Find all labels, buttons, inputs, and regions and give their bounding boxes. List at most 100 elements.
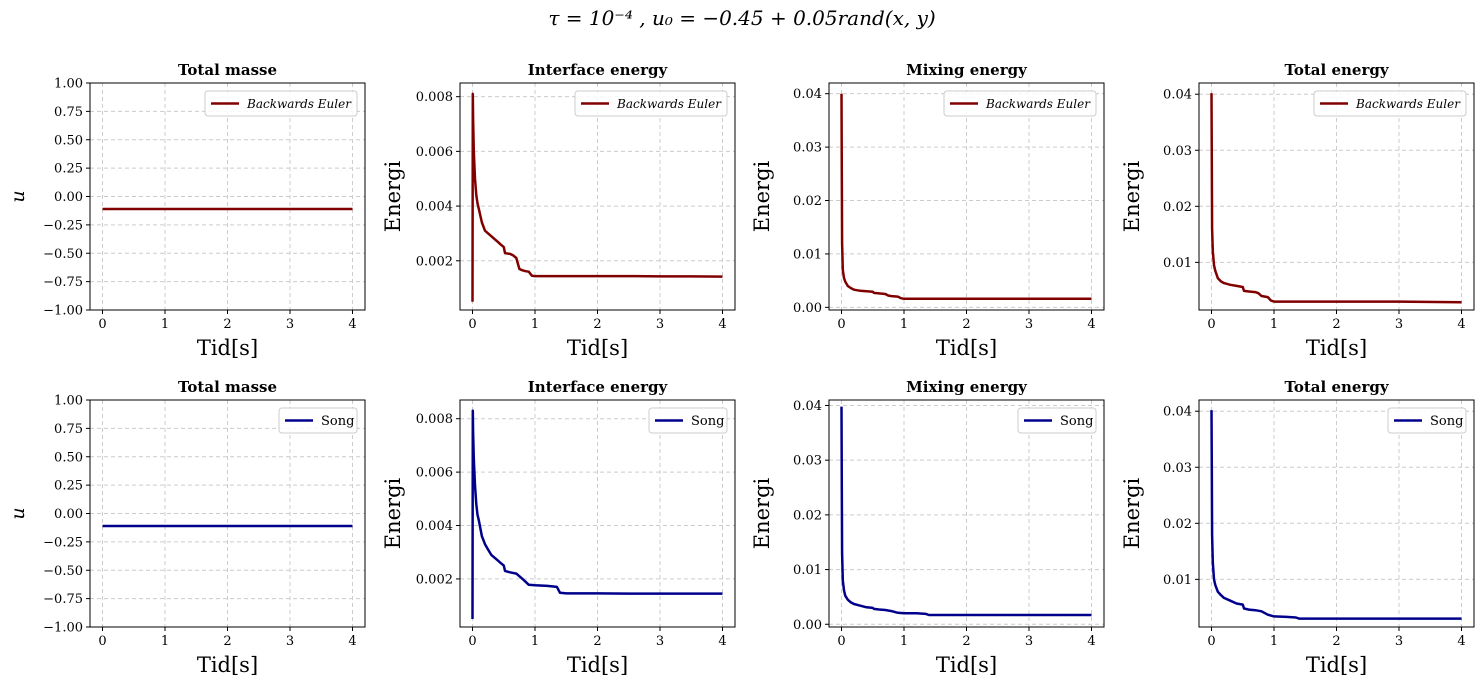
chart-5-xtick-label: 4 [348,634,356,649]
chart-4-legend-box [1313,90,1467,117]
chart-1-xtick-label: 3 [286,317,294,332]
chart-1-xtick-label: 0 [98,317,106,332]
figure-suptitle: τ = 10⁻⁴ , u₀ = −0.45 + 0.05rand(x, y) [548,6,936,30]
chart-2-xlabel: Tid[s] [567,336,628,360]
chart-1-legend-label: Backwards Euler [246,97,352,111]
chart-6-legend: Song [648,407,728,434]
chart-5-legend-label: Song [321,414,354,429]
chart-8: 0 1 2 3 4 0.01 0.02 0.03 0.04 Total energy Tid[s] E… [1120,378,1475,677]
chart-6-legend-box [648,407,728,434]
chart-7-axes-frame [828,399,1105,628]
chart-2-ytick-label: 0.002 [416,254,453,269]
chart-8-ytick-label: 0.01 [1163,573,1192,588]
chart-3-ytick-label: 0.04 [793,87,822,102]
chart-3-ytick-label: 0.00 [793,301,822,316]
chart-2: 0 1 2 3 4 0.002 0.004 0.006 0.008 Interface energ… [381,61,736,360]
chart-6-xtick-label: 2 [593,634,601,649]
chart-5-axes-frame [89,399,366,628]
chart-7-legend-label: Song [1060,414,1093,429]
chart-6-xtick-label: 3 [656,634,664,649]
chart-7-ytick-label: 0.02 [793,508,822,523]
chart-7-ytick-label: 0.04 [793,399,822,414]
chart-6-ytick-label: 0.004 [416,519,453,534]
chart-6-legend-label: Song [691,414,724,429]
chart-6-ylabel: Energi [381,477,405,549]
chart-4-ytick-label: 0.02 [1163,200,1192,215]
chart-6-series-line [471,409,723,620]
chart-5-legend-box [278,407,358,434]
chart-7: 0 1 2 3 4 0.00 0.01 0.02 0.03 0.04 Mixing energy Ti… [750,378,1105,677]
chart-1-ylabel: u [7,190,29,202]
chart-1-ytick-label: −0.75 [43,275,83,290]
chart-1-ytick-label: 0.25 [54,162,83,177]
chart-1-xlabel: Tid[s] [197,336,258,360]
chart-8-ytick-label: 0.02 [1163,517,1192,532]
chart-5-ytick-label: −1.00 [43,621,83,636]
chart-1-ytick-label: −1.00 [43,304,83,319]
chart-5-ytick-label: −0.75 [43,592,83,607]
chart-7-title: Mixing energy [906,378,1028,396]
chart-5-title: Total masse [178,378,277,396]
chart-7-xtick-label: 3 [1025,634,1033,649]
chart-2-xtick-label: 3 [656,317,664,332]
chart-7-legend: Song [1017,407,1097,434]
chart-3-xtick-label: 1 [900,317,908,332]
chart-1-ytick-label: 0.50 [54,133,83,148]
chart-7-ytick-label: 0.01 [793,563,822,578]
chart-5-xtick-label: 3 [286,634,294,649]
chart-1-ytick-label: −0.50 [43,247,83,262]
chart-4-xtick-label: 4 [1457,317,1465,332]
chart-2-ylabel: Energi [381,160,405,232]
chart-4-legend: Backwards Euler [1313,90,1467,117]
chart-3-legend-label: Backwards Euler [985,97,1091,111]
chart-3-legend-box [943,90,1097,117]
chart-8-legend: Song [1387,407,1467,434]
chart-2-xtick-label: 4 [718,317,726,332]
chart-1-ytick-label: −0.25 [43,218,83,233]
chart-1: 0 1 2 3 4 −1.00 −0.75 −0.50 −0.25 0.00 0.25 0.50 0.7… [7,61,366,360]
chart-5-xtick-label: 2 [223,634,231,649]
chart-3-series-line [840,93,1092,301]
chart-2-series-line [471,92,723,302]
chart-8-ylabel: Energi [1120,477,1144,549]
chart-8-ytick-label: 0.04 [1163,405,1192,420]
chart-2-xtick-label: 1 [531,317,539,332]
chart-3-title: Mixing energy [906,61,1028,79]
chart-5-ytick-label: 0.75 [54,422,83,437]
chart-7-ytick-label: 0.00 [793,618,822,633]
chart-4-ytick-label: 0.03 [1163,144,1192,159]
chart-5-ytick-label: 0.50 [54,450,83,465]
chart-5-legend: Song [278,407,358,434]
chart-2-ytick-label: 0.006 [416,145,453,160]
chart-3-xtick-label: 3 [1025,317,1033,332]
chart-8-xtick-label: 2 [1332,634,1340,649]
chart-3-xtick-label: 2 [962,317,970,332]
chart-3-axes-frame [828,82,1105,311]
chart-7-xtick-label: 2 [962,634,970,649]
chart-8-legend-box [1387,407,1467,434]
chart-7-series-line [840,406,1092,617]
chart-4-series-line [1210,93,1462,304]
chart-2-legend-box [574,90,728,117]
chart-6: 0 1 2 3 4 0.002 0.004 0.006 0.008 Interface energ… [381,378,736,677]
chart-6-ytick-label: 0.002 [416,572,453,587]
chart-1-title: Total masse [178,61,277,79]
chart-8-xtick-label: 1 [1270,634,1278,649]
chart-3-xlabel: Tid[s] [936,336,997,360]
chart-2-legend: Backwards Euler [574,90,728,117]
chart-2-ytick-label: 0.004 [416,200,453,215]
chart-4-ylabel: Energi [1120,160,1144,232]
chart-4-legend-label: Backwards Euler [1355,97,1461,111]
chart-6-xlabel: Tid[s] [567,653,628,677]
chart-5-xtick-label: 0 [98,634,106,649]
chart-1-axes-frame [89,82,366,311]
chart-3: 0 1 2 3 4 0.00 0.01 0.02 0.03 0.04 Mixing energy Ti… [750,61,1105,360]
chart-3-xtick-label: 4 [1087,317,1095,332]
chart-8-xtick-label: 0 [1207,634,1215,649]
chart-8-xtick-label: 4 [1457,634,1465,649]
chart-5-ytick-label: 0.00 [54,507,83,522]
chart-8-xlabel: Tid[s] [1306,653,1367,677]
chart-5-xlabel: Tid[s] [197,653,258,677]
chart-4: 0 1 2 3 4 0.01 0.02 0.03 0.04 Total energy Tid[s] E… [1120,61,1475,360]
